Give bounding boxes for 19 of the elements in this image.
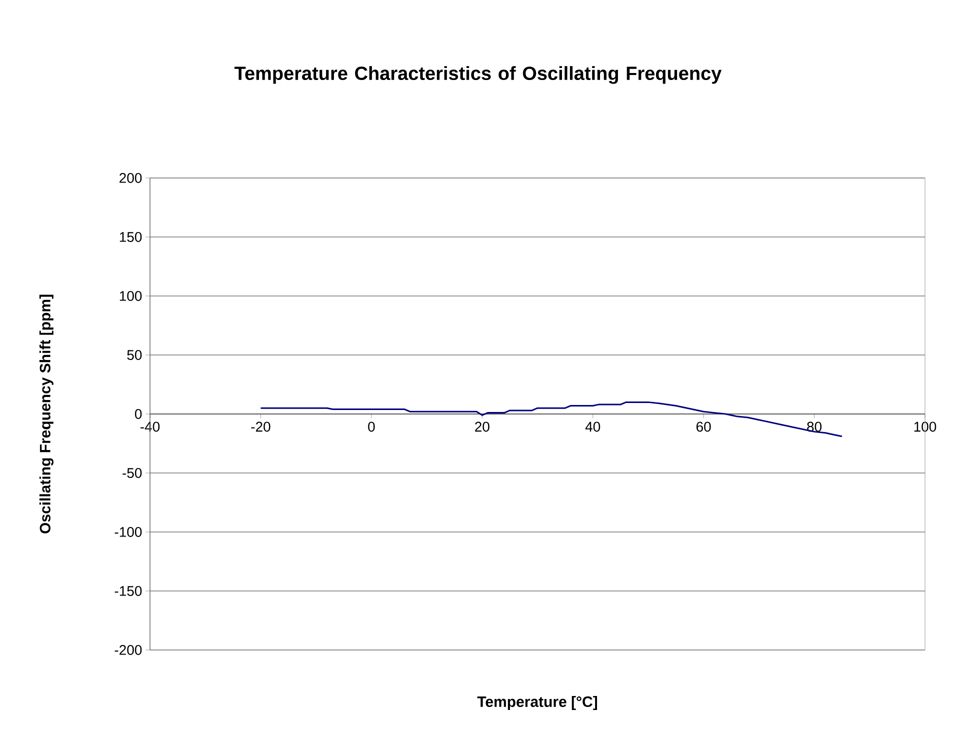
x-axis-title: Temperature [°C] [477, 696, 598, 710]
x-tick-label: 0 [368, 422, 375, 432]
y-tick-label: 0 [134, 409, 142, 419]
y-tick-label: 150 [120, 232, 142, 242]
chart-title: Temperature Characteristics of Oscillating Frequency [234, 66, 722, 84]
x-tick-label: -40 [140, 422, 160, 432]
y-tick-label: 100 [120, 291, 142, 301]
y-tick-label: 200 [120, 173, 142, 183]
y-tick-label: -50 [122, 468, 142, 478]
x-tick-label: 40 [585, 422, 600, 432]
y-tick-label: -100 [114, 527, 142, 537]
x-tick-label: 20 [475, 422, 490, 432]
y-axis-title: Oscillating Frequency Shift [ppm] [39, 294, 54, 534]
x-tick-label: 100 [914, 422, 936, 432]
y-tick-label: -150 [114, 586, 142, 596]
x-tick-label: -20 [251, 422, 270, 432]
x-tick-label: 60 [696, 422, 711, 432]
y-tick-label: 50 [127, 350, 142, 360]
y-tick-label: -200 [114, 645, 142, 655]
